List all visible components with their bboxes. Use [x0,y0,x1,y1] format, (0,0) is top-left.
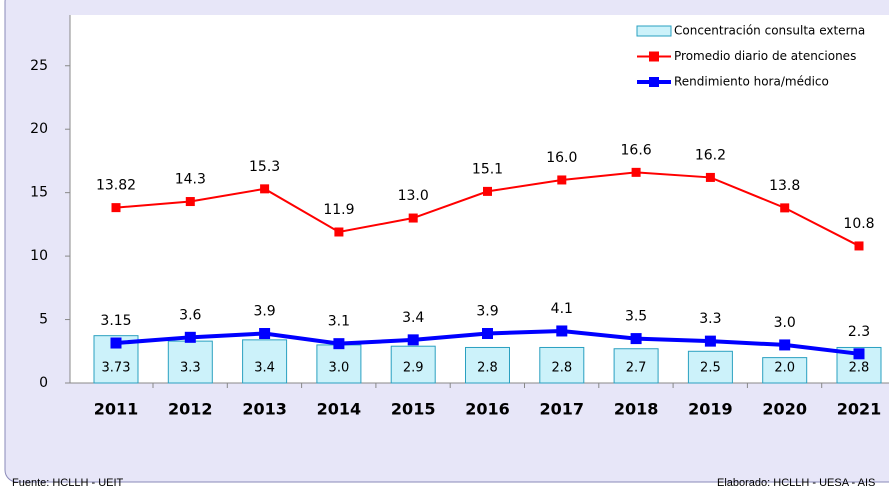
x-tick-label: 2015 [391,400,436,419]
y-tick-label: 10 [30,248,48,264]
marker [110,337,122,349]
data-label: 16.2 [695,147,726,163]
x-tick-label: 2019 [688,400,733,419]
bar [242,339,288,384]
data-label: 3.9 [476,304,498,320]
bar-label: 2.8 [477,361,498,376]
y-tick-label: 5 [39,312,48,328]
credit: Elaborado: HCLLH - UESA - AIS [717,477,875,489]
bar [613,348,659,384]
data-label: 3.0 [774,315,796,331]
data-label: 3.15 [100,313,131,329]
marker [260,184,270,194]
marker [556,325,568,337]
data-label: 13.8 [769,178,800,194]
marker [259,328,271,340]
marker [334,227,344,237]
marker [705,172,715,182]
x-tick-label: 2021 [837,400,882,419]
marker [407,334,419,346]
x-tick-label: 2011 [94,400,139,419]
marker [185,197,195,207]
legend-marker [649,77,659,87]
data-label: 15.3 [249,159,280,175]
x-tick-label: 2014 [317,400,362,419]
bar-label: 2.7 [626,361,647,376]
source: Fuente: HCLLH - UEIT [12,477,124,489]
data-label: 3.5 [625,309,647,325]
marker [482,328,493,340]
marker [483,186,492,196]
bar-label: 2.8 [551,361,572,376]
marker [408,213,418,223]
marker [779,339,791,351]
bar [390,345,436,384]
bar-label: 2.0 [774,361,795,376]
data-label: 3.9 [253,304,275,320]
x-tick-label: 2017 [540,400,585,419]
data-label: 15.1 [472,161,503,177]
bar [687,350,733,384]
x-tick-label: 2012 [168,400,213,419]
bar-label: 3.0 [329,361,350,376]
data-label: 14.3 [175,172,206,188]
marker [631,167,641,177]
legend-label: Promedio diario de atenciones [674,49,856,63]
data-label: 13.0 [398,188,429,204]
marker [111,203,121,213]
bar [167,340,213,384]
bar [465,346,510,384]
marker [630,333,642,345]
bar [539,346,585,384]
data-label: 3.4 [402,310,424,326]
x-tick-label: 2016 [465,400,510,419]
bar-label: 3.4 [254,361,275,376]
data-label: 3.6 [179,307,201,323]
data-label: 16.0 [546,150,577,166]
bar-label: 3.73 [102,361,131,376]
marker [557,175,567,185]
data-label: 16.6 [621,142,652,158]
marker [854,241,864,251]
y-tick-label: 0 [39,375,48,391]
y-tick-label: 15 [30,185,48,201]
bar [762,357,808,384]
bar-label: 2.5 [700,361,721,376]
bar [316,344,362,384]
y-tick-label: 25 [30,58,48,74]
legend-label: Rendimiento hora/médico [674,75,829,89]
data-label: 4.1 [551,301,573,317]
marker [333,338,345,350]
marker [184,331,196,343]
data-label: 10.8 [843,216,874,232]
bar-label: 3.3 [180,361,201,376]
x-tick-label: 2020 [762,400,807,419]
marker [704,335,716,347]
data-label: 3.1 [328,314,350,330]
legend-marker [649,51,659,62]
bar-label: 2.9 [403,361,424,376]
legend-swatch [636,25,672,37]
marker [853,348,865,360]
x-tick-label: 2018 [614,400,659,419]
data-label: 2.3 [848,324,870,340]
y-tick-label: 20 [30,121,48,137]
legend-label: Concentración consulta externa [674,24,865,38]
data-label: 3.3 [699,311,721,327]
data-label: 13.82 [96,178,136,194]
x-tick-label: 2013 [242,400,287,419]
bar-label: 2.8 [849,361,870,376]
marker [780,203,790,213]
data-label: 11.9 [323,202,354,218]
